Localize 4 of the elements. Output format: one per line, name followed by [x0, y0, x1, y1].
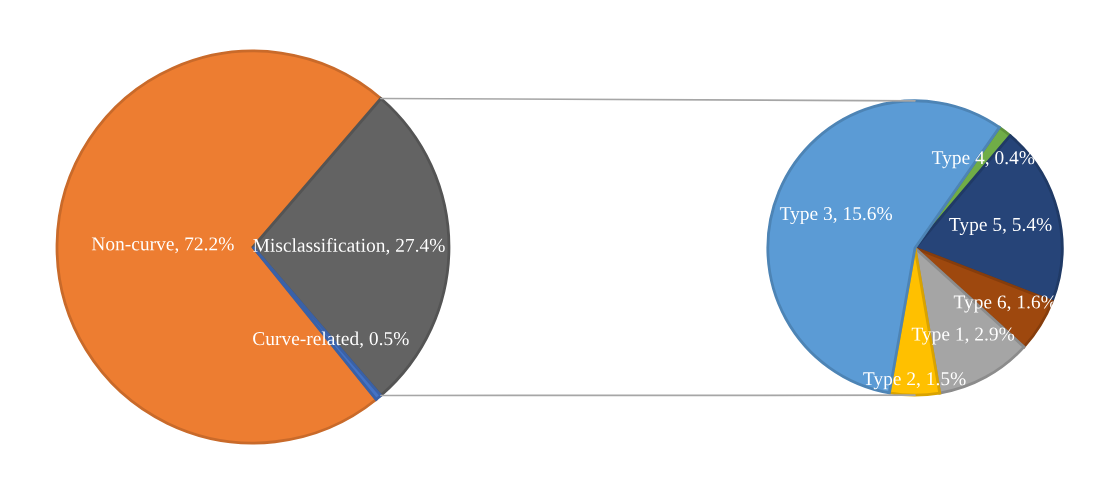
- slice-label: Type 5, 5.4%: [949, 217, 1052, 236]
- slice-label: Misclassification, 27.4%: [253, 237, 445, 255]
- slice-label: Type 3, 15.6%: [779, 206, 893, 225]
- slice-label: Non-curve, 72.2%: [91, 237, 234, 254]
